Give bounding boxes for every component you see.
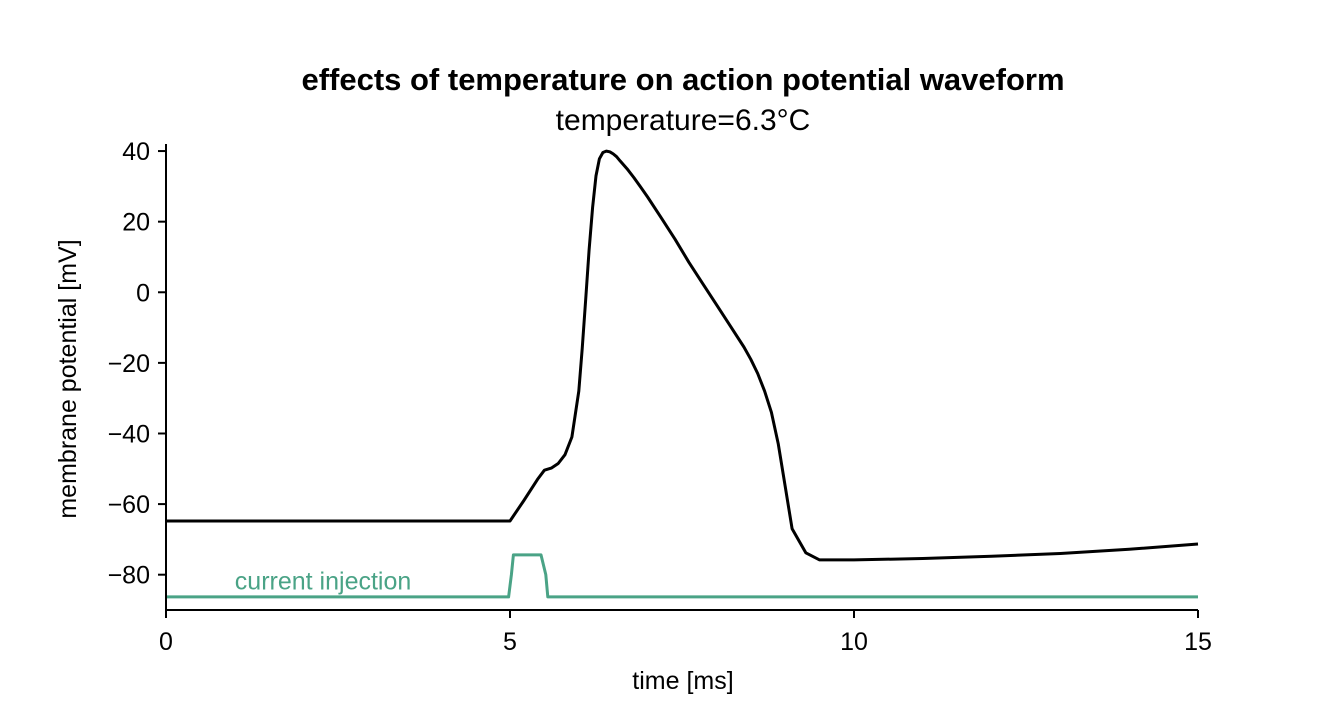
x-ticks: 0 5 10 15 <box>159 610 1212 656</box>
y-tick-label: −80 <box>108 562 150 590</box>
annotation-label: current injection <box>235 568 411 596</box>
membrane-potential-line <box>166 149 1199 562</box>
y-tick-label: 0 <box>136 279 150 307</box>
current-injection-line <box>166 553 1198 599</box>
x-tick-label: 15 <box>1184 628 1212 656</box>
axes: 0 5 10 15 40 20 0 −20 −40 −60 −80 <box>108 138 1212 656</box>
y-tick-label: −40 <box>108 420 150 448</box>
x-axis-label: time [ms] <box>632 667 733 695</box>
x-tick-label: 0 <box>159 628 173 656</box>
series-layer <box>166 149 1199 599</box>
y-tick-label: −60 <box>108 491 150 519</box>
y-ticks: 40 20 0 −20 −40 −60 −80 <box>108 138 166 590</box>
annotation-layer: current injection <box>235 568 411 596</box>
plot-area: current injection <box>166 149 1199 599</box>
y-tick-label: 40 <box>122 138 150 166</box>
x-tick-label: 10 <box>840 628 868 656</box>
x-tick-label: 5 <box>503 628 517 656</box>
y-tick-label: 20 <box>122 209 150 237</box>
y-axis-label: membrane potential [mV] <box>54 239 82 518</box>
chart-title: effects of temperature on action potenti… <box>301 62 1064 97</box>
y-tick-label: −20 <box>108 350 150 378</box>
chart-subtitle: temperature=6.3°C <box>556 104 811 137</box>
